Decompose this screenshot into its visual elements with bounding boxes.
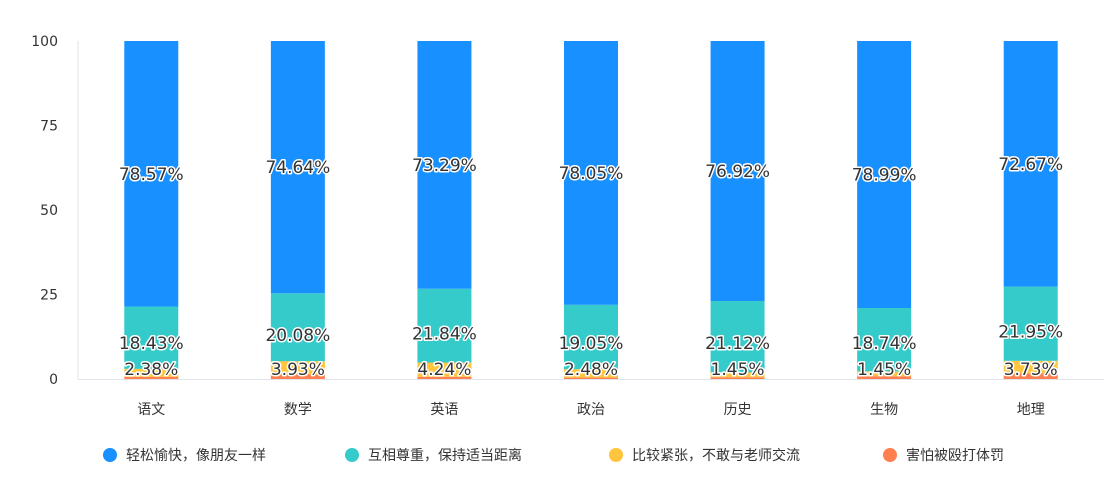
data-label: 72.67% [998, 155, 1063, 175]
data-label: 78.05% [559, 164, 624, 184]
bar-segment[interactable] [710, 41, 765, 301]
y-tick-label: 75 [40, 119, 58, 135]
data-label: 76.92% [705, 162, 770, 182]
legend-item[interactable]: 轻松愉快，像朋友一样 [103, 448, 266, 464]
data-label: 19.05% [559, 334, 624, 354]
bar-segment[interactable] [710, 377, 765, 379]
data-label: 3.93% [271, 360, 325, 380]
y-tick-label: 50 [40, 203, 58, 219]
data-label: 18.74% [852, 334, 917, 354]
bar-segment[interactable] [124, 368, 179, 377]
legend-marker [883, 448, 897, 462]
data-label: 74.64% [265, 158, 330, 178]
data-label: 3.73% [1004, 360, 1058, 380]
bar-segment[interactable] [1003, 41, 1058, 287]
bar-segment[interactable] [417, 288, 472, 363]
bar-segment[interactable] [270, 41, 325, 294]
legend-label: 害怕被殴打体罚 [906, 447, 1004, 464]
legend-marker [609, 448, 623, 462]
legend-label: 互相尊重，保持适当距离 [368, 447, 522, 464]
data-label: 78.57% [119, 165, 184, 185]
bar-segment[interactable] [270, 293, 325, 362]
y-axis: 0 25 50 75 100 [31, 34, 79, 388]
bar-segment[interactable] [270, 374, 325, 379]
x-tick-label: 生物 [870, 402, 898, 418]
x-tick-label: 数学 [284, 402, 312, 418]
bar-segment[interactable] [564, 304, 618, 370]
data-label: 20.08% [265, 326, 330, 346]
bar-segment[interactable] [124, 41, 179, 307]
bar-segment[interactable] [1003, 360, 1058, 374]
bar-segment[interactable] [1003, 373, 1058, 379]
legend-marker [103, 448, 117, 462]
data-label: 21.84% [412, 325, 477, 345]
bar-segment[interactable] [417, 376, 472, 379]
bar-segment[interactable] [564, 41, 618, 305]
bars [124, 41, 1058, 379]
x-tick-label: 历史 [724, 402, 752, 418]
bar-segment[interactable] [124, 306, 179, 369]
y-tick-label: 0 [49, 372, 58, 388]
data-label: 2.38% [124, 360, 178, 380]
bar-segment[interactable] [124, 376, 179, 379]
data-label: 73.29% [412, 156, 477, 176]
bar-segment[interactable] [710, 372, 765, 378]
bar-segment[interactable] [270, 361, 325, 375]
legend-item[interactable]: 害怕被殴打体罚 [883, 447, 1004, 464]
bar-segment[interactable] [857, 41, 912, 308]
y-tick-label: 25 [40, 288, 58, 304]
x-tick-label: 英语 [430, 401, 458, 418]
legend[interactable]: 轻松愉快，像朋友一样 互相尊重，保持适当距离 比较紧张，不敢与老师交流 害怕被殴打体罚 [103, 447, 1004, 464]
bar-segment[interactable] [564, 369, 618, 378]
bar-segment[interactable] [857, 371, 912, 377]
y-tick-label: 100 [31, 34, 58, 50]
bar-segment[interactable] [1003, 286, 1058, 361]
data-label: 78.99% [852, 165, 917, 185]
x-tick-label: 语文 [137, 402, 165, 418]
data-label: 21.95% [998, 323, 1063, 343]
bar-segment[interactable] [857, 376, 912, 379]
data-label: 4.24% [417, 360, 471, 380]
data-labels: 2.38% 18.43% 78.57% 3.93% 20.08% 74.64% 4.24% 2… [117, 153, 1064, 381]
bar-segment[interactable] [857, 307, 912, 372]
legend-label: 轻松愉快，像朋友一样 [126, 448, 266, 464]
data-label: 1.45% [857, 360, 911, 380]
legend-item[interactable]: 互相尊重，保持适当距离 [345, 447, 522, 464]
legend-item[interactable]: 比较紧张，不敢与老师交流 [609, 447, 800, 464]
bar-segment[interactable] [417, 362, 472, 377]
legend-label: 比较紧张，不敢与老师交流 [632, 447, 800, 464]
data-label: 21.12% [705, 334, 770, 354]
data-label: 2.48% [564, 360, 618, 380]
legend-marker [345, 448, 359, 462]
bar-segment[interactable] [564, 377, 618, 379]
x-tick-label: 地理 [1017, 402, 1045, 418]
bar-segment[interactable] [417, 41, 472, 289]
x-axis: 语文 数学 英语 政治 历史 生物 地理 [78, 379, 1104, 418]
data-label: 1.45% [711, 360, 765, 380]
x-tick-label: 政治 [577, 402, 605, 418]
data-label: 18.43% [119, 334, 184, 354]
bar-segment[interactable] [710, 300, 765, 373]
